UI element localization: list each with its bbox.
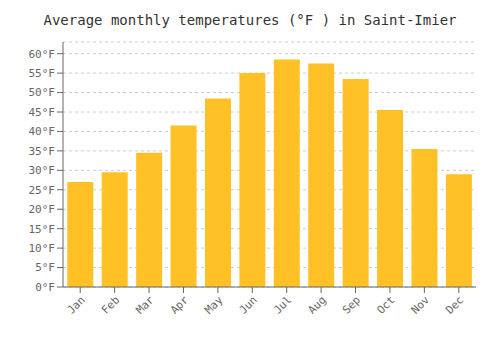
html-text:Average monthly temperatures (: Average monthly temperatures (°F ) in Sa… (43, 12, 457, 28)
svg-text:Mar: Mar (133, 293, 157, 317)
svg-text:15°F: 15°F (29, 223, 56, 236)
svg-text:25°F: 25°F (29, 184, 56, 197)
svg-text:45°F: 45°F (29, 106, 56, 119)
svg-text:Aug: Aug (306, 293, 329, 316)
svg-text:Apr: Apr (168, 293, 192, 317)
svg-text:Jun: Jun (237, 293, 260, 316)
svg-text:Jan: Jan (65, 293, 88, 316)
svg-text:May: May (202, 293, 226, 317)
svg-text:10°F: 10°F (29, 242, 56, 255)
svg-text:Dec: Dec (443, 293, 466, 316)
svg-text:55°F: 55°F (29, 67, 56, 80)
svg-text:35°F: 35°F (29, 145, 56, 158)
svg-text:20°F: 20°F (29, 203, 56, 216)
svg-text:40°F: 40°F (29, 125, 56, 138)
svg-text:Feb: Feb (99, 293, 122, 316)
svg-text:0°F: 0°F (35, 281, 55, 294)
svg-text:Nov: Nov (409, 293, 433, 317)
svg-text:30°F: 30°F (29, 164, 56, 177)
svg-text:60°F: 60°F (29, 48, 56, 61)
svg-text:Sep: Sep (340, 293, 363, 316)
svg-text:Jul: Jul (271, 293, 294, 316)
svg-text:5°F: 5°F (35, 261, 55, 274)
svg-text:50°F: 50°F (29, 86, 56, 99)
svg-text:Oct: Oct (374, 293, 397, 316)
